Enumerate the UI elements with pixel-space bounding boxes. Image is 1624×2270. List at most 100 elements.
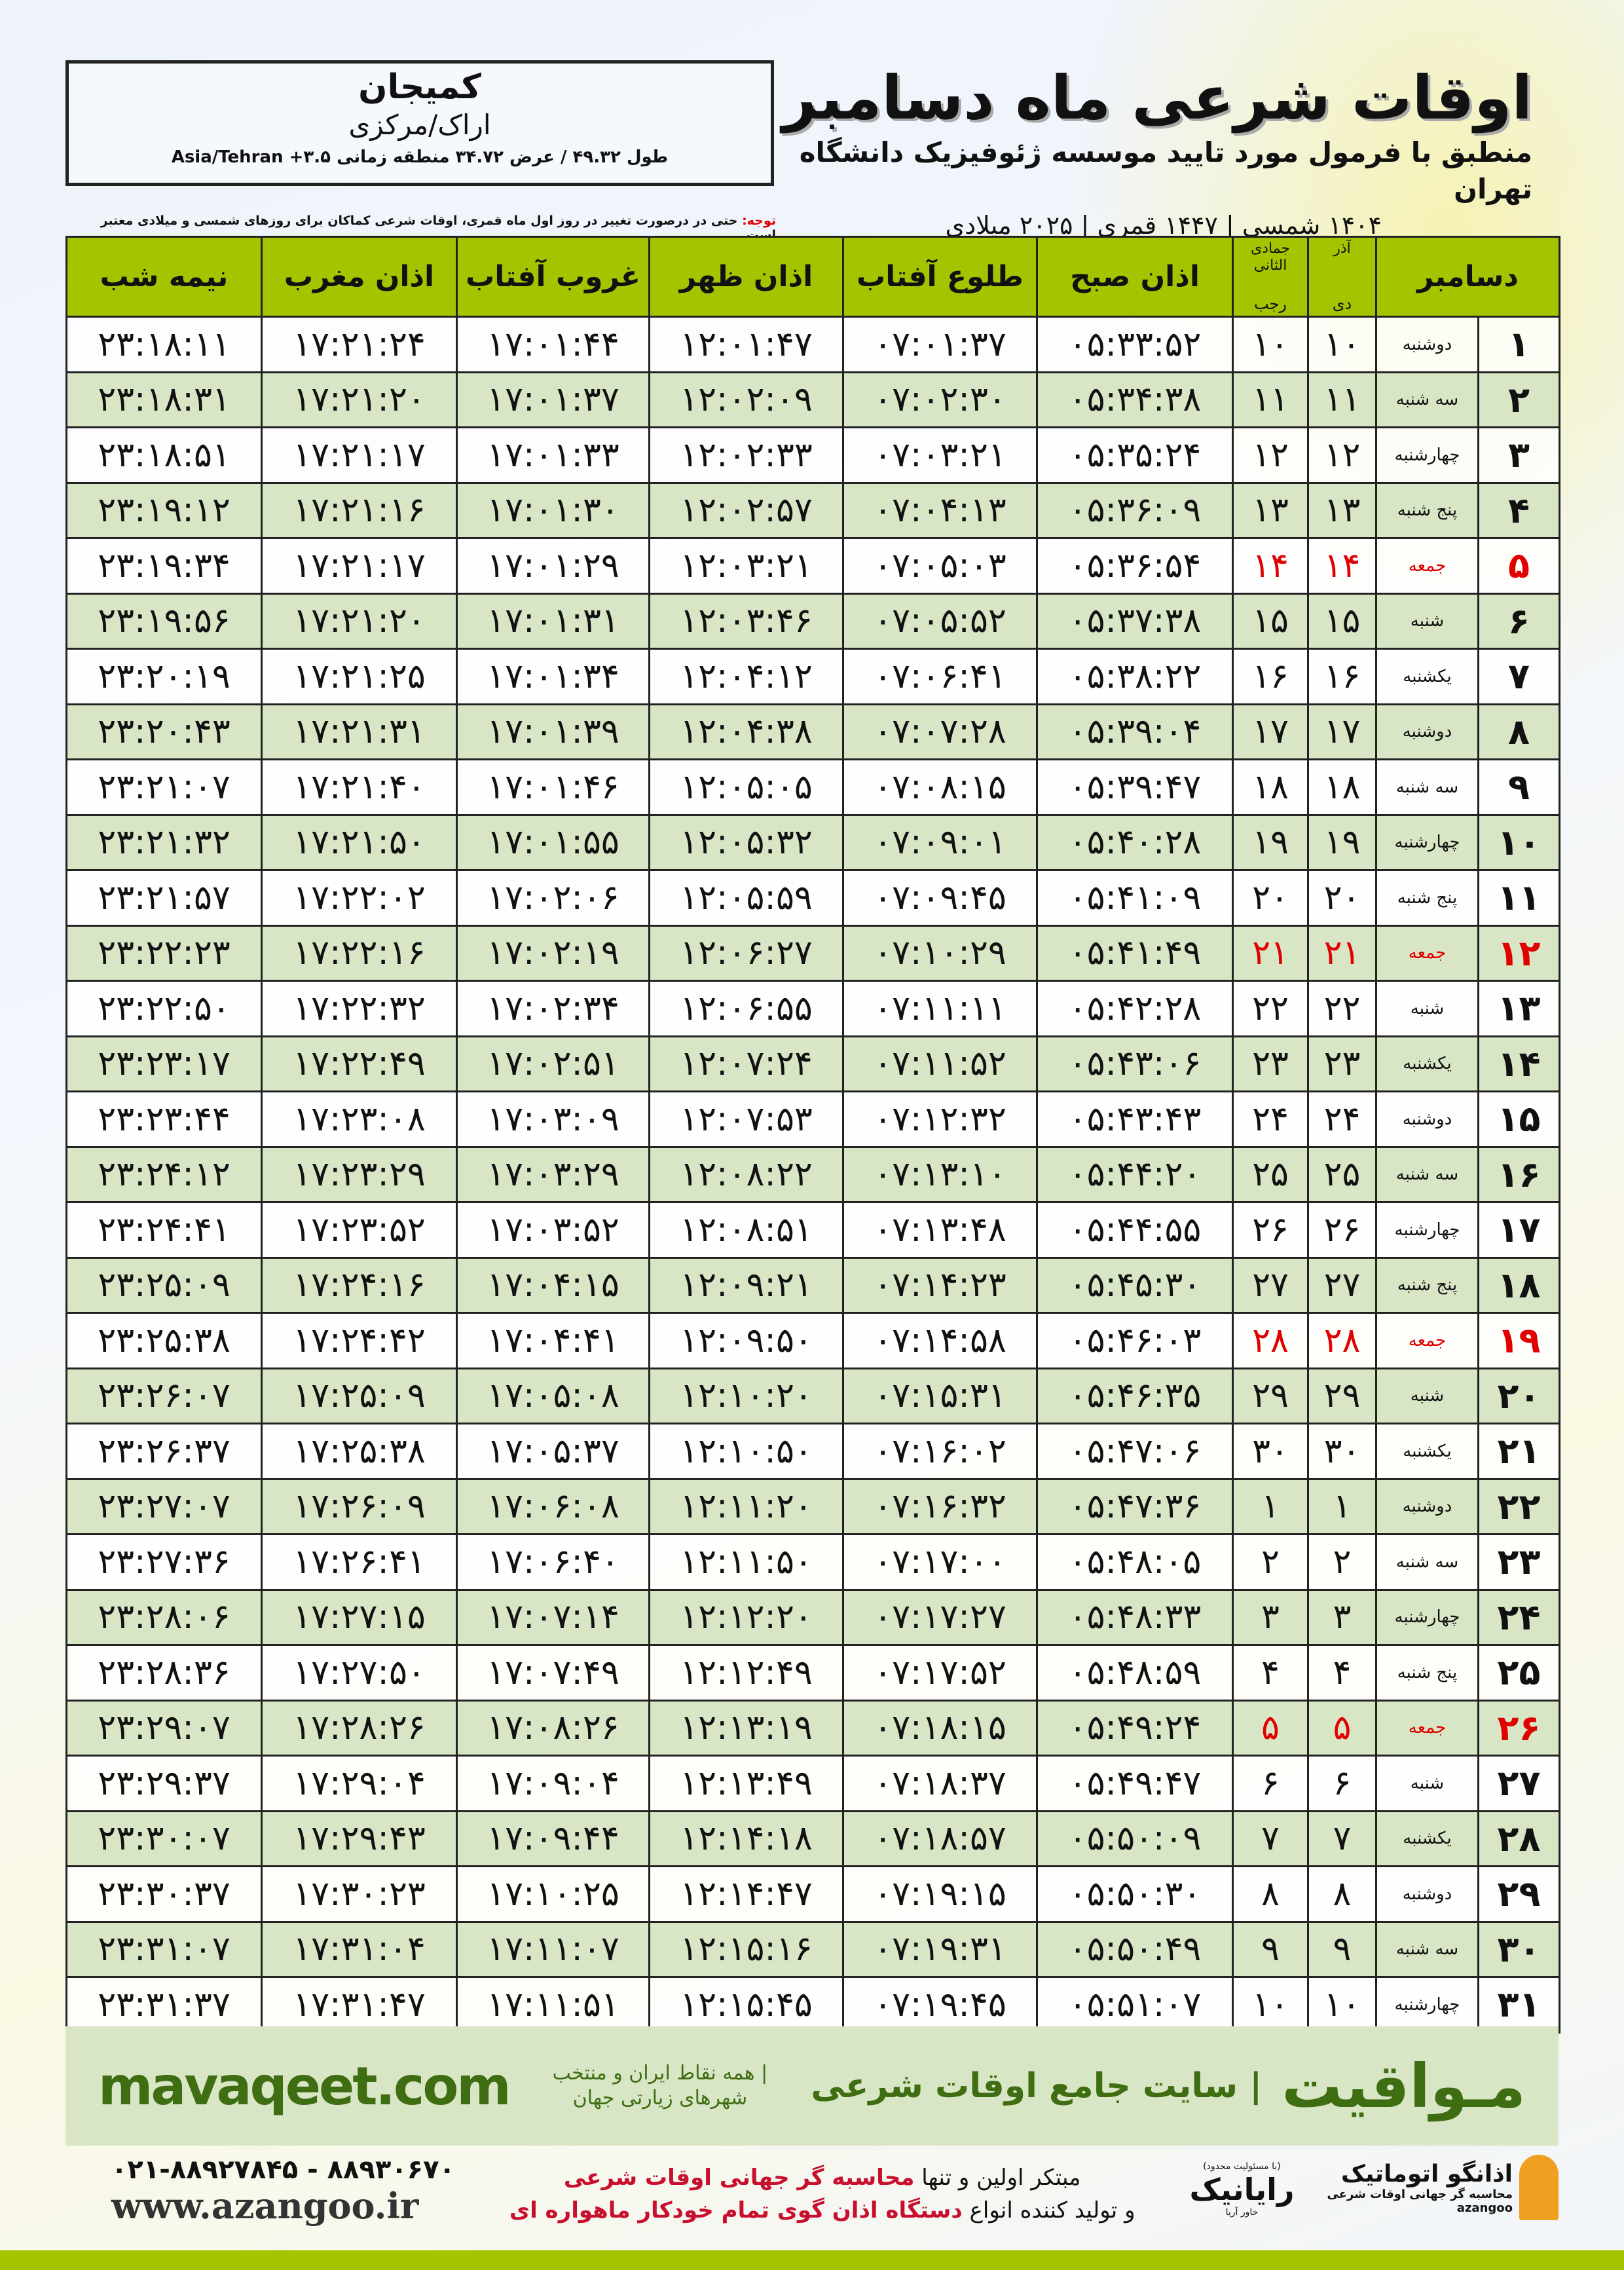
- cell-fajr: ۰۵:۴۴:۵۵: [1036, 1201, 1234, 1259]
- cell-dhuhr: ۱۲:۰۷:۲۴: [648, 1035, 844, 1092]
- cell-sunset: ۱۷:۰۴:۱۵: [456, 1256, 650, 1314]
- page-subtitle: منطبق با فرمول مورد تایید موسسه ژئوفیزیک…: [799, 136, 1532, 205]
- table-row: ۲۳:۲۷:۰۷ ۱۷:۲۶:۰۹ ۱۷:۰۶:۰۸ ۱۲:۱۱:۲۰ ۰۷:۱۶:۳۲…: [65, 1478, 1561, 1535]
- cell-fajr: ۰۵:۴۱:۰۹: [1036, 869, 1234, 927]
- table-row: ۲۳:۱۸:۱۱ ۱۷:۲۱:۲۴ ۱۷:۰۱:۴۴ ۱۲:۰۱:۴۷ ۰۷:۰۱:۳۷…: [65, 316, 1561, 373]
- cell-weekday: شنبه: [1375, 980, 1479, 1037]
- cell-shamsi: ۱۰: [1307, 1976, 1377, 2034]
- cell-weekday: شنبه: [1375, 1367, 1479, 1424]
- note-label: توجه:: [742, 214, 776, 228]
- table-row: ۲۳:۲۹:۳۷ ۱۷:۲۹:۰۴ ۱۷:۰۹:۰۴ ۱۲:۱۳:۴۹ ۰۷:۱۸:۳۷…: [65, 1755, 1561, 1812]
- promo-line2: و تولید کننده انواع: [962, 2197, 1135, 2223]
- cell-midnight: ۲۳:۲۴:۴۱: [65, 1201, 263, 1259]
- cell-sunset: ۱۷:۰۹:۰۴: [456, 1755, 650, 1812]
- cell-midnight: ۲۳:۳۰:۰۷: [65, 1810, 263, 1867]
- cell-hijri: ۲: [1232, 1533, 1309, 1591]
- cell-maghrib: ۱۷:۲۷:۵۰: [261, 1644, 458, 1702]
- cell-sunrise: ۰۷:۱۸:۳۷: [842, 1755, 1038, 1812]
- promo-line1-highlight: محاسبه گر جهانی اوقات شرعی: [563, 2165, 915, 2191]
- cell-sunrise: ۰۷:۱۴:۵۸: [842, 1312, 1038, 1369]
- cell-sunset: ۱۷:۰۷:۱۴: [456, 1588, 650, 1646]
- cell-day: ۳۱: [1477, 1976, 1561, 2034]
- cell-shamsi: ۸: [1307, 1865, 1377, 1923]
- cell-fajr: ۰۵:۳۶:۰۹: [1036, 481, 1234, 539]
- col-hijri-bottom: رجب: [1254, 295, 1287, 313]
- cell-weekday: جمعه: [1375, 537, 1479, 595]
- table-row: ۲۳:۲۶:۳۷ ۱۷:۲۵:۳۸ ۱۷:۰۵:۳۷ ۱۲:۱۰:۵۰ ۰۷:۱۶:۰۲…: [65, 1423, 1561, 1480]
- banner-subtag: | همه نقاط ایران و منتخب شهرهای زیارتی ج…: [552, 2062, 768, 2110]
- cell-maghrib: ۱۷:۲۵:۰۹: [261, 1367, 458, 1424]
- cell-weekday: چهارشنبه: [1375, 813, 1479, 871]
- cell-dhuhr: ۱۲:۰۳:۲۱: [648, 537, 844, 595]
- cell-midnight: ۲۳:۲۲:۲۳: [65, 924, 263, 982]
- cell-sunrise: ۰۷:۰۲:۳۰: [842, 371, 1038, 428]
- promo-text: مبتکر اولین و تنها محاسبه گر جهانی اوقات…: [488, 2161, 1157, 2227]
- cell-sunset: ۱۷:۰۱:۵۵: [456, 813, 650, 871]
- table-row: ۲۳:۲۲:۵۰ ۱۷:۲۲:۳۲ ۱۷:۰۲:۳۴ ۱۲:۰۶:۵۵ ۰۷:۱۱:۱۱…: [65, 980, 1561, 1037]
- cell-hijri: ۱۲: [1232, 426, 1309, 484]
- cell-sunset: ۱۷:۰۶:۴۰: [456, 1533, 650, 1591]
- cell-sunset: ۱۷:۰۳:۰۹: [456, 1090, 650, 1148]
- cell-hijri: ۲۹: [1232, 1367, 1309, 1424]
- cell-sunrise: ۰۷:۱۹:۳۱: [842, 1920, 1038, 1978]
- cell-hijri: ۲۳: [1232, 1035, 1309, 1092]
- cell-sunset: ۱۷:۰۳:۵۲: [456, 1201, 650, 1259]
- cell-weekday: یکشنبه: [1375, 1423, 1479, 1480]
- banner-tagline: | سایت جامع اوقات شرعی: [811, 2066, 1263, 2106]
- cell-hijri: ۱۵: [1232, 592, 1309, 650]
- cell-midnight: ۲۳:۱۹:۵۶: [65, 592, 263, 650]
- table-row: ۲۳:۱۸:۵۱ ۱۷:۲۱:۱۷ ۱۷:۰۱:۳۳ ۱۲:۰۲:۳۳ ۰۷:۰۳:۲۱…: [65, 426, 1561, 484]
- cell-hijri: ۱۱: [1232, 371, 1309, 428]
- cell-midnight: ۲۳:۱۸:۵۱: [65, 426, 263, 484]
- azangoo-website[interactable]: www.azangoo.ir: [111, 2185, 419, 2227]
- table-row: ۲۳:۲۴:۴۱ ۱۷:۲۳:۵۲ ۱۷:۰۳:۵۲ ۱۲:۰۸:۵۱ ۰۷:۱۳:۴۸…: [65, 1201, 1561, 1259]
- table-row: ۲۳:۱۹:۳۴ ۱۷:۲۱:۱۷ ۱۷:۰۱:۲۹ ۱۲:۰۳:۲۱ ۰۷:۰۵:۰۳…: [65, 537, 1561, 595]
- cell-hijri: ۱۶: [1232, 648, 1309, 705]
- page-title: اوقات شرعی ماه دسامبر: [782, 63, 1532, 133]
- bottom-bar: [0, 2250, 1624, 2270]
- azangoo-sub: محاسبه گر جهانی اوقات شرعی: [1327, 2187, 1513, 2201]
- cell-midnight: ۲۳:۲۸:۰۶: [65, 1588, 263, 1646]
- cell-midnight: ۲۳:۱۸:۳۱: [65, 371, 263, 428]
- cell-sunset: ۱۷:۰۱:۲۹: [456, 537, 650, 595]
- cell-dhuhr: ۱۲:۱۲:۴۹: [648, 1644, 844, 1702]
- cell-weekday: شنبه: [1375, 1755, 1479, 1812]
- coordinates: طول ۴۹.۳۲ / عرض ۳۴.۷۲ منطقه زمانی ۳.۵+ A…: [171, 147, 669, 167]
- mavaqeet-site-link[interactable]: mavaqeet.com: [98, 2055, 511, 2117]
- cell-weekday: چهارشنبه: [1375, 1201, 1479, 1259]
- cell-weekday: پنج شنبه: [1375, 869, 1479, 927]
- cell-hijri: ۳: [1232, 1588, 1309, 1646]
- cell-fajr: ۰۵:۵۰:۴۹: [1036, 1920, 1234, 1978]
- province-name: اراک/مرکزی: [348, 109, 491, 141]
- cell-dhuhr: ۱۲:۱۵:۴۵: [648, 1976, 844, 2034]
- cell-weekday: سه شنبه: [1375, 1145, 1479, 1203]
- cell-day: ۳: [1477, 426, 1561, 484]
- cell-midnight: ۲۳:۳۱:۳۷: [65, 1976, 263, 2034]
- cell-sunrise: ۰۷:۱۷:۰۰: [842, 1533, 1038, 1591]
- cell-dhuhr: ۱۲:۱۳:۴۹: [648, 1755, 844, 1812]
- cell-weekday: شنبه: [1375, 592, 1479, 650]
- cell-maghrib: ۱۷:۲۱:۱۷: [261, 426, 458, 484]
- cell-shamsi: ۹: [1307, 1920, 1377, 1978]
- cell-dhuhr: ۱۲:۰۹:۲۱: [648, 1256, 844, 1314]
- cell-fajr: ۰۵:۵۰:۰۹: [1036, 1810, 1234, 1867]
- cell-sunrise: ۰۷:۱۸:۱۵: [842, 1699, 1038, 1757]
- cell-dhuhr: ۱۲:۰۷:۵۳: [648, 1090, 844, 1148]
- cell-shamsi: ۱۸: [1307, 758, 1377, 816]
- cell-maghrib: ۱۷:۲۱:۱۶: [261, 481, 458, 539]
- cell-dhuhr: ۱۲:۱۵:۱۶: [648, 1920, 844, 1978]
- cell-day: ۱۵: [1477, 1090, 1561, 1148]
- cell-hijri: ۸: [1232, 1865, 1309, 1923]
- cell-hijri: ۲۶: [1232, 1201, 1309, 1259]
- cell-day: ۲۴: [1477, 1588, 1561, 1646]
- cell-sunrise: ۰۷:۱۷:۵۲: [842, 1644, 1038, 1702]
- table-row: ۲۳:۲۶:۰۷ ۱۷:۲۵:۰۹ ۱۷:۰۵:۰۸ ۱۲:۱۰:۲۰ ۰۷:۱۵:۳۱…: [65, 1367, 1561, 1424]
- cell-dhuhr: ۱۲:۱۴:۱۸: [648, 1810, 844, 1867]
- cell-dhuhr: ۱۲:۰۵:۳۲: [648, 813, 844, 871]
- table-row: ۲۳:۲۱:۳۲ ۱۷:۲۱:۵۰ ۱۷:۰۱:۵۵ ۱۲:۰۵:۳۲ ۰۷:۰۹:۰۱…: [65, 813, 1561, 871]
- cell-fajr: ۰۵:۴۶:۳۵: [1036, 1367, 1234, 1424]
- cell-day: ۷: [1477, 648, 1561, 705]
- cell-hijri: ۱۸: [1232, 758, 1309, 816]
- cell-sunrise: ۰۷:۰۵:۰۳: [842, 537, 1038, 595]
- cell-midnight: ۲۳:۲۳:۱۷: [65, 1035, 263, 1092]
